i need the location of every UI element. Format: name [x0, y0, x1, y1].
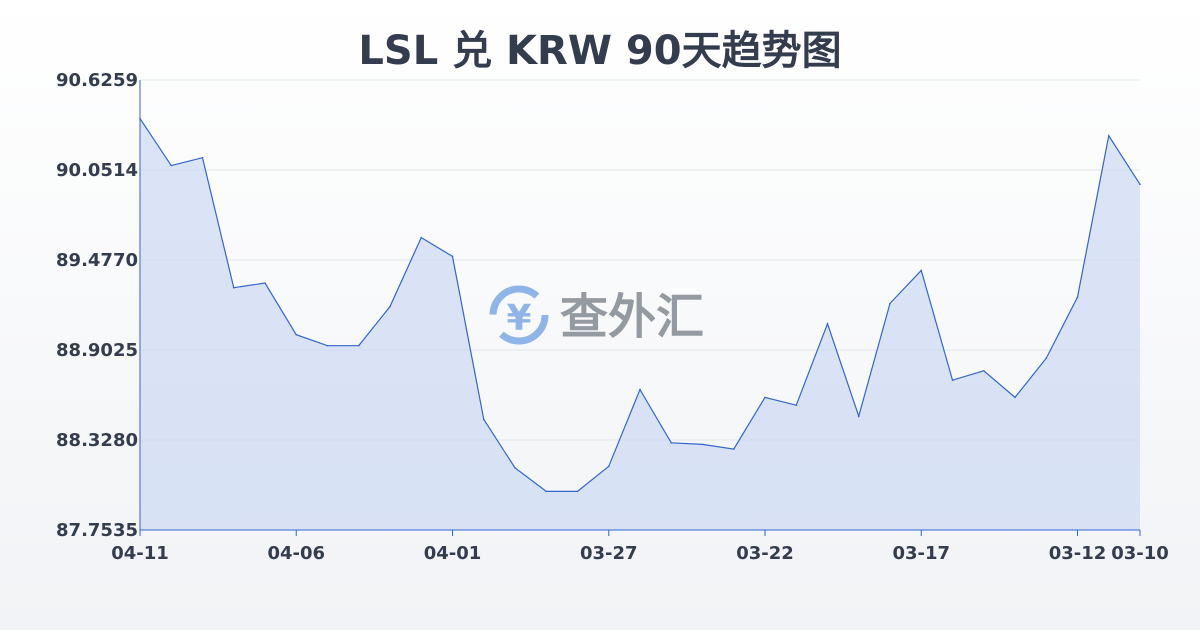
data-point — [389, 305, 391, 308]
data-point — [732, 448, 735, 450]
data-point — [920, 269, 923, 272]
data-point — [295, 333, 298, 336]
data-point — [795, 404, 798, 407]
data-point — [201, 156, 204, 159]
watermark: ¥ 查外汇 — [489, 285, 704, 345]
data-point — [826, 322, 829, 325]
chart-title: LSL 兑 KRW 90天趋势图 — [358, 28, 842, 74]
y-tick-label: 89.4770 — [56, 250, 138, 271]
data-point — [951, 379, 954, 381]
x-tick-label: 03-22 — [736, 543, 794, 564]
data-point — [451, 255, 454, 258]
data-point — [1076, 296, 1079, 298]
data-point — [170, 164, 173, 167]
area-fill — [140, 118, 1140, 531]
data-point — [420, 236, 423, 239]
y-tick-label: 90.0514 — [56, 160, 138, 181]
x-tick-label: 03-27 — [580, 543, 638, 564]
data-point — [1014, 396, 1016, 399]
data-point — [264, 282, 266, 284]
data-point — [670, 442, 673, 444]
data-point — [1107, 134, 1110, 137]
x-tick-label: 03-10 — [1111, 543, 1169, 564]
data-point — [857, 415, 860, 417]
data-point — [701, 443, 704, 446]
watermark-text: 查外汇 — [560, 289, 704, 345]
data-point — [576, 490, 579, 493]
data-point — [514, 467, 516, 469]
svg-text:¥: ¥ — [506, 298, 531, 339]
data-point — [607, 465, 610, 468]
yen-exchange-icon: ¥ — [489, 285, 549, 345]
x-tick-label: 04-01 — [424, 543, 482, 564]
data-point — [545, 490, 548, 493]
data-point — [1045, 357, 1048, 360]
data-point — [889, 302, 891, 305]
y-tick-label: 88.3280 — [56, 430, 138, 451]
y-tick-label: 90.6259 — [56, 70, 138, 91]
data-point — [326, 344, 329, 347]
data-point — [1139, 183, 1141, 186]
x-tick-label: 03-12 — [1049, 543, 1107, 564]
data-point — [982, 369, 985, 372]
data-point — [639, 388, 641, 391]
data-point — [232, 286, 235, 289]
data-point — [357, 344, 360, 347]
x-tick-label: 03-17 — [892, 543, 950, 564]
data-point — [482, 418, 485, 421]
data-point — [764, 396, 766, 399]
x-tick-label: 04-06 — [267, 543, 325, 564]
y-tick-label: 87.7535 — [56, 520, 138, 541]
x-tick-label: 04-11 — [111, 543, 169, 564]
data-point — [139, 117, 141, 120]
y-tick-label: 88.9025 — [56, 340, 138, 361]
